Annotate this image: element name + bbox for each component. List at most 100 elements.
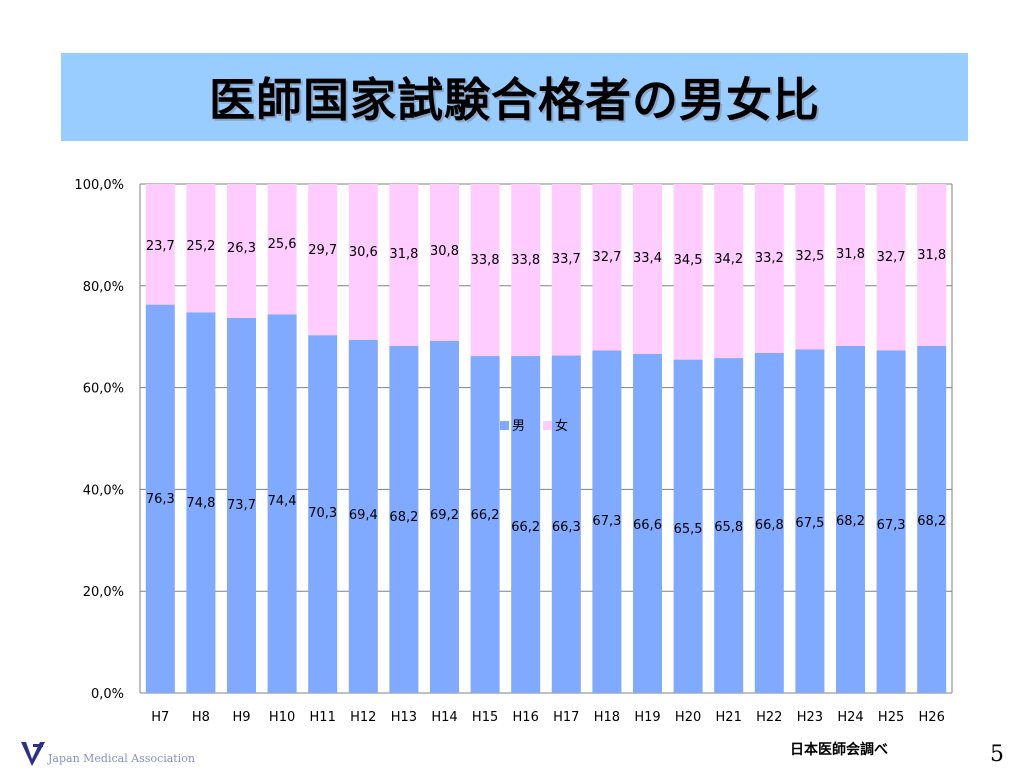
bar-male bbox=[308, 335, 338, 693]
bar-female bbox=[633, 184, 662, 355]
data-label-female: 25,2 bbox=[186, 239, 215, 254]
bar-male bbox=[633, 354, 662, 693]
data-label-male: 66,2 bbox=[471, 508, 500, 523]
data-label-male: 65,8 bbox=[714, 520, 743, 535]
x-tick-label: H14 bbox=[431, 710, 457, 725]
bar-male bbox=[917, 345, 947, 693]
bar-male bbox=[145, 304, 175, 693]
bar-female bbox=[876, 184, 906, 351]
data-label-female: 33,8 bbox=[511, 253, 540, 268]
bar-male bbox=[227, 317, 256, 693]
bar-female bbox=[551, 184, 581, 356]
y-tick-label: 100,0% bbox=[74, 178, 124, 193]
data-label-female: 29,7 bbox=[308, 243, 337, 258]
legend-label-male: 男 bbox=[512, 419, 525, 434]
bar-female bbox=[430, 184, 459, 341]
bar-male bbox=[430, 340, 459, 693]
bar-male bbox=[673, 359, 703, 693]
source-note: 日本医師会調べ bbox=[790, 742, 888, 758]
data-label-male: 68,2 bbox=[836, 514, 865, 529]
data-label-male: 67,5 bbox=[795, 516, 824, 531]
x-tick-label: H17 bbox=[553, 710, 579, 725]
bar-female bbox=[795, 184, 825, 350]
bar-male bbox=[754, 352, 784, 693]
data-label-male: 66,6 bbox=[633, 518, 662, 533]
bar-female bbox=[714, 184, 744, 359]
data-label-male: 66,3 bbox=[552, 520, 581, 535]
bar-male bbox=[186, 312, 216, 693]
x-tick-label: H12 bbox=[350, 710, 376, 725]
bar-male bbox=[551, 355, 581, 693]
x-tick-label: H13 bbox=[391, 710, 417, 725]
bar-female bbox=[592, 184, 622, 351]
bar-female bbox=[227, 184, 256, 318]
data-label-female: 34,2 bbox=[714, 252, 743, 267]
bar-female bbox=[308, 184, 338, 336]
page-title: 医師国家試験合格者の男女比 bbox=[209, 73, 820, 127]
data-label-female: 34,5 bbox=[674, 253, 703, 268]
data-label-male: 70,3 bbox=[308, 506, 337, 521]
bar-female bbox=[186, 184, 216, 313]
title-bar: 医師国家試験合格者の男女比 bbox=[61, 53, 968, 141]
bar-male bbox=[511, 356, 541, 693]
bar-male bbox=[592, 350, 622, 693]
bar-male bbox=[876, 350, 906, 693]
data-label-male: 74,8 bbox=[186, 496, 215, 511]
data-label-male: 76,3 bbox=[146, 492, 175, 507]
legend-swatch-male bbox=[500, 421, 509, 430]
x-tick-label: H23 bbox=[797, 710, 823, 725]
x-tick-label: H18 bbox=[594, 710, 620, 725]
data-label-female: 31,8 bbox=[917, 248, 946, 263]
data-label-male: 67,3 bbox=[592, 514, 621, 529]
data-label-female: 26,3 bbox=[227, 241, 256, 256]
logo-text: Japan Medical Association bbox=[48, 752, 195, 765]
data-label-female: 33,4 bbox=[633, 251, 662, 266]
x-tick-label: H15 bbox=[472, 710, 498, 725]
legend-label-female: 女 bbox=[555, 418, 568, 434]
bar-female bbox=[836, 184, 865, 346]
data-label-male: 68,2 bbox=[917, 514, 946, 529]
bar-female bbox=[348, 184, 378, 340]
jma-logo-icon bbox=[21, 742, 45, 766]
bar-male bbox=[470, 356, 500, 693]
data-label-male: 74,4 bbox=[268, 494, 297, 509]
bar-female bbox=[470, 184, 500, 357]
legend-swatch-female bbox=[543, 421, 552, 430]
data-label-female: 32,5 bbox=[795, 249, 824, 264]
x-tick-label: H21 bbox=[716, 710, 742, 725]
x-tick-label: H22 bbox=[756, 710, 782, 725]
bar-female bbox=[389, 184, 419, 346]
data-label-male: 67,3 bbox=[877, 518, 906, 533]
x-tick-label: H10 bbox=[269, 710, 295, 725]
data-label-female: 25,6 bbox=[268, 237, 297, 252]
data-label-female: 33,2 bbox=[755, 251, 784, 266]
bar-female bbox=[267, 184, 297, 315]
x-tick-label: H20 bbox=[675, 710, 701, 725]
bar-male bbox=[795, 349, 825, 693]
x-tick-label: H16 bbox=[513, 710, 539, 725]
data-label-female: 30,8 bbox=[430, 244, 459, 259]
data-label-male: 66,8 bbox=[755, 518, 784, 533]
data-label-male: 69,4 bbox=[349, 508, 378, 523]
data-label-male: 65,5 bbox=[674, 522, 703, 537]
x-tick-label: H26 bbox=[919, 710, 945, 725]
data-label-female: 32,7 bbox=[592, 250, 621, 265]
bar-male bbox=[389, 345, 419, 693]
bar-female bbox=[917, 184, 947, 346]
y-tick-label: 40,0% bbox=[83, 483, 124, 498]
x-tick-label: H8 bbox=[192, 710, 210, 725]
bar-male bbox=[714, 358, 744, 693]
x-tick-label: H19 bbox=[634, 710, 660, 725]
x-tick-label: H25 bbox=[878, 710, 904, 725]
data-label-female: 31,8 bbox=[836, 247, 865, 262]
y-tick-label: 60,0% bbox=[83, 382, 124, 397]
bar-male bbox=[267, 314, 297, 693]
bar-female bbox=[145, 184, 175, 305]
data-label-female: 32,7 bbox=[877, 250, 906, 265]
x-tick-label: H24 bbox=[837, 710, 863, 725]
data-label-male: 69,2 bbox=[430, 508, 459, 523]
data-label-female: 31,8 bbox=[389, 247, 418, 262]
bar-female bbox=[673, 184, 703, 360]
x-tick-label: H9 bbox=[232, 710, 250, 725]
